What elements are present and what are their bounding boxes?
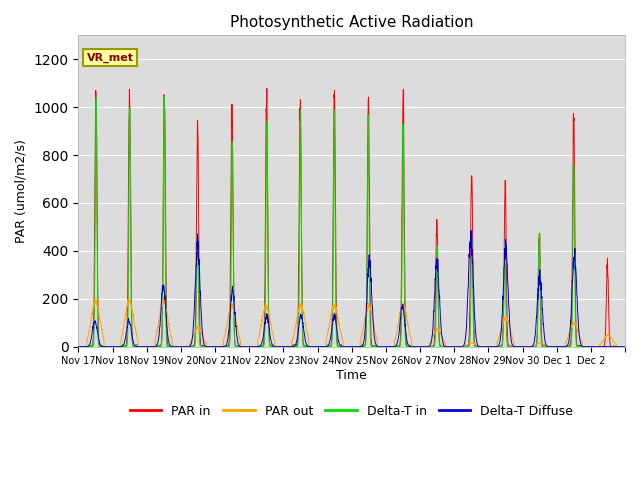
PAR out [129,310,137,316]
PAR in [129,343,137,348]
PAR in [547,344,555,349]
PAR in [385,344,392,349]
PAR in [614,344,621,349]
PAR out [75,344,83,349]
Delta-T in [614,344,621,349]
Delta-T Diffuse [547,344,555,349]
Line: PAR out: PAR out [79,299,625,347]
Delta-T in [516,344,524,349]
Delta-T in [621,344,629,349]
Delta-T Diffuse [516,344,524,349]
Delta-T in [160,93,168,99]
Delta-T in [247,344,255,349]
Legend: PAR in, PAR out, Delta-T in, Delta-T Diffuse: PAR in, PAR out, Delta-T in, Delta-T Dif… [125,400,579,423]
Delta-T Diffuse [621,344,629,349]
Delta-T Diffuse [129,337,137,343]
Line: PAR in: PAR in [79,88,625,347]
PAR out [621,344,629,349]
Delta-T in [385,344,392,349]
Delta-T Diffuse [75,344,83,349]
PAR out [247,344,255,349]
PAR in [621,344,629,349]
PAR out [385,344,392,349]
PAR out [614,344,621,349]
Delta-T Diffuse [614,344,621,349]
Title: Photosynthetic Active Radiation: Photosynthetic Active Radiation [230,15,474,30]
Delta-T Diffuse [468,228,476,234]
Y-axis label: PAR (umol/m2/s): PAR (umol/m2/s) [15,139,28,243]
PAR in [516,344,524,349]
Line: Delta-T in: Delta-T in [79,96,625,347]
PAR out [516,344,524,349]
Delta-T in [75,344,83,349]
PAR in [247,344,255,349]
PAR in [75,344,83,349]
PAR out [160,296,168,301]
Text: VR_met: VR_met [86,52,134,62]
PAR in [263,85,271,91]
X-axis label: Time: Time [337,369,367,382]
PAR out [547,344,555,349]
Delta-T in [129,343,137,348]
Delta-T in [547,344,555,349]
Delta-T Diffuse [385,344,392,349]
Line: Delta-T Diffuse: Delta-T Diffuse [79,231,625,347]
Delta-T Diffuse [247,344,255,349]
